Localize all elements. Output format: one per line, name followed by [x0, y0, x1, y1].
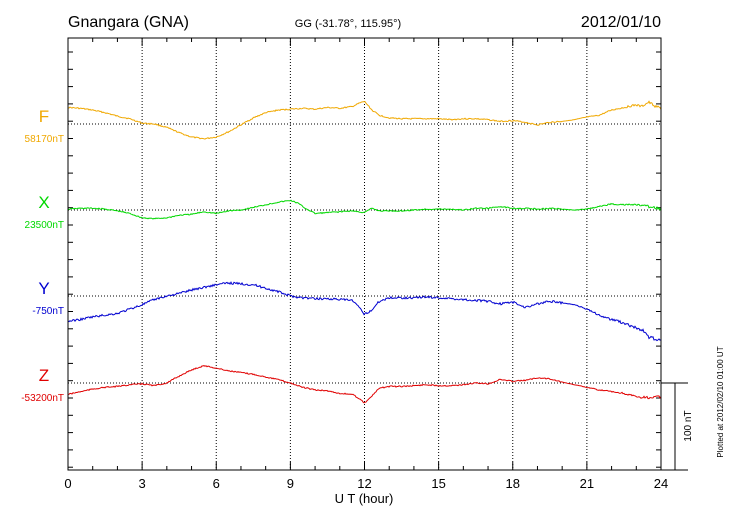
- plot-frame: [67, 37, 662, 471]
- x-tick-label: 12: [357, 476, 371, 491]
- plotted-timestamp: Plotted at 2012/02/10 01:00 UT: [716, 346, 725, 457]
- x-tick-label: 3: [139, 476, 146, 491]
- series-baseline-x: 23500nT: [25, 220, 64, 231]
- series-labels: F 58170nT X 23500nT Y -750nT Z -53200nT: [21, 107, 64, 404]
- series-line-z: [67, 365, 662, 404]
- x-tick-labels: 0 3 6 9 12 15 18 21 24: [64, 476, 668, 491]
- x-tick-label: 0: [64, 476, 71, 491]
- x-tick-label: 15: [431, 476, 445, 491]
- axis-ticks: [67, 38, 662, 470]
- x-axis-label: U T (hour): [335, 491, 394, 506]
- series-name-y: Y: [38, 279, 49, 298]
- station-coordinates: GG (-31.78°, 115.95°): [295, 18, 401, 30]
- chart-title: Gnangara (GNA): [68, 14, 189, 31]
- series-name-f: F: [39, 107, 49, 126]
- series-lines: [67, 100, 662, 404]
- series-line-y: [67, 281, 662, 342]
- grid: [68, 38, 661, 470]
- scale-bar-label: 100 nT: [683, 410, 694, 441]
- series-name-z: Z: [39, 366, 49, 385]
- x-tick-label: 9: [287, 476, 294, 491]
- series-baseline-z: -53200nT: [21, 393, 64, 404]
- x-tick-label: 6: [213, 476, 220, 491]
- x-tick-label: 21: [580, 476, 594, 491]
- series-name-x: X: [38, 193, 49, 212]
- chart-date: 2012/01/10: [581, 14, 661, 31]
- x-tick-label: 24: [654, 476, 668, 491]
- series-line-f: [67, 100, 662, 140]
- series-line-x: [67, 199, 662, 220]
- series-baseline-y: -750nT: [32, 306, 64, 317]
- scale-bar: 100 nT: [661, 382, 694, 471]
- series-baseline-f: 58170nT: [25, 134, 64, 145]
- x-tick-label: 18: [506, 476, 520, 491]
